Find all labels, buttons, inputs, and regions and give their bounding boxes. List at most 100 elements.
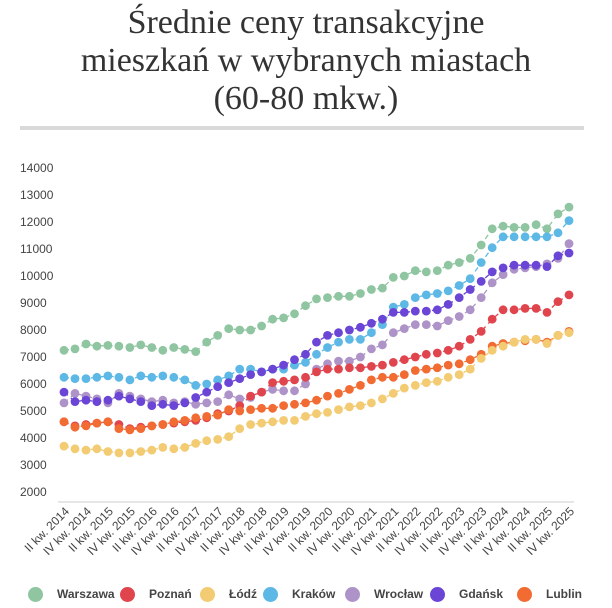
data-point-lodz[interactable] [213, 435, 223, 444]
data-point-lublin[interactable] [202, 412, 212, 421]
data-point-wroclaw[interactable] [213, 397, 223, 406]
data-point-poznan[interactable] [388, 358, 398, 367]
legend-item-lodz[interactable]: Łódź [200, 584, 257, 604]
data-point-lodz[interactable] [378, 394, 387, 404]
data-point-lodz[interactable] [268, 417, 277, 427]
data-point-krakow[interactable] [432, 289, 442, 298]
data-point-lublin[interactable] [465, 355, 475, 365]
data-point-krakow[interactable] [323, 343, 332, 352]
data-point-gdansk[interactable] [388, 308, 398, 317]
data-point-warszawa[interactable] [553, 209, 563, 219]
data-point-lodz[interactable] [487, 345, 497, 355]
data-point-krakow[interactable] [476, 258, 486, 267]
data-point-poznan[interactable] [465, 335, 475, 344]
data-point-lodz[interactable] [125, 448, 135, 458]
data-point-gdansk[interactable] [213, 382, 223, 392]
data-point-lodz[interactable] [323, 408, 332, 417]
data-point-warszawa[interactable] [520, 223, 530, 232]
data-point-warszawa[interactable] [334, 291, 343, 301]
data-point-krakow[interactable] [345, 335, 354, 344]
data-point-warszawa[interactable] [564, 202, 574, 212]
data-point-lublin[interactable] [334, 389, 343, 398]
data-point-warszawa[interactable] [356, 289, 365, 298]
data-point-krakow[interactable] [509, 232, 519, 242]
data-point-krakow[interactable] [235, 364, 245, 374]
data-point-lodz[interactable] [202, 436, 212, 446]
data-point-lublin[interactable] [246, 405, 256, 414]
data-point-lodz[interactable] [454, 370, 464, 379]
data-point-lublin[interactable] [356, 381, 365, 390]
data-point-poznan[interactable] [257, 387, 266, 397]
data-point-krakow[interactable] [454, 281, 464, 290]
data-point-lodz[interactable] [432, 376, 442, 386]
data-point-poznan[interactable] [443, 345, 453, 355]
data-point-krakow[interactable] [301, 358, 310, 367]
data-point-warszawa[interactable] [158, 345, 168, 355]
data-point-lublin[interactable] [147, 421, 157, 431]
data-point-lodz[interactable] [312, 409, 321, 419]
data-point-lodz[interactable] [345, 402, 354, 412]
data-point-gdansk[interactable] [92, 397, 102, 406]
data-point-lublin[interactable] [399, 370, 409, 379]
data-point-gdansk[interactable] [399, 308, 409, 317]
data-point-gdansk[interactable] [509, 260, 519, 270]
data-point-warszawa[interactable] [399, 271, 409, 281]
data-point-warszawa[interactable] [114, 341, 124, 351]
data-point-lublin[interactable] [421, 364, 431, 374]
data-point-lodz[interactable] [553, 331, 563, 340]
data-point-lodz[interactable] [564, 328, 574, 338]
data-point-poznan[interactable] [553, 297, 563, 306]
data-point-krakow[interactable] [191, 381, 201, 390]
data-point-krakow[interactable] [224, 371, 234, 381]
data-point-lublin[interactable] [301, 398, 310, 408]
data-point-lodz[interactable] [59, 441, 69, 451]
data-point-lublin[interactable] [257, 403, 266, 413]
data-point-warszawa[interactable] [432, 266, 442, 275]
data-point-lublin[interactable] [323, 391, 332, 401]
data-point-krakow[interactable] [202, 379, 212, 389]
data-point-gdansk[interactable] [454, 293, 464, 302]
data-point-lublin[interactable] [191, 413, 201, 423]
data-point-wroclaw[interactable] [224, 390, 234, 400]
data-point-lodz[interactable] [279, 416, 288, 425]
legend-item-lublin[interactable]: Lublin [517, 584, 582, 604]
data-point-lublin[interactable] [378, 372, 387, 382]
data-point-lodz[interactable] [114, 448, 124, 458]
data-point-lodz[interactable] [158, 443, 168, 452]
data-point-lublin[interactable] [279, 401, 288, 410]
data-point-krakow[interactable] [180, 375, 190, 385]
data-point-poznan[interactable] [476, 327, 486, 336]
data-point-gdansk[interactable] [487, 267, 497, 277]
data-point-poznan[interactable] [410, 352, 420, 362]
data-point-wroclaw[interactable] [367, 344, 376, 354]
data-point-gdansk[interactable] [378, 314, 387, 324]
data-point-warszawa[interactable] [323, 293, 332, 302]
data-point-krakow[interactable] [520, 232, 530, 242]
data-point-wroclaw[interactable] [378, 340, 387, 350]
data-point-wroclaw[interactable] [268, 385, 277, 394]
data-point-wroclaw[interactable] [235, 394, 245, 404]
data-point-warszawa[interactable] [465, 254, 475, 263]
data-point-lodz[interactable] [465, 364, 475, 374]
data-point-warszawa[interactable] [279, 313, 288, 323]
data-point-gdansk[interactable] [114, 391, 124, 401]
data-point-lodz[interactable] [92, 444, 102, 454]
data-point-lublin[interactable] [367, 375, 376, 385]
data-point-wroclaw[interactable] [443, 316, 453, 325]
data-point-warszawa[interactable] [290, 309, 299, 319]
data-point-krakow[interactable] [531, 232, 541, 242]
data-point-lodz[interactable] [520, 335, 530, 344]
data-point-krakow[interactable] [92, 372, 102, 382]
data-point-lublin[interactable] [388, 372, 398, 382]
data-point-lodz[interactable] [476, 354, 486, 363]
legend-item-poznan[interactable]: Poznań [120, 584, 192, 604]
data-point-lodz[interactable] [509, 337, 519, 347]
data-point-gdansk[interactable] [334, 328, 343, 338]
data-point-poznan[interactable] [432, 348, 442, 358]
data-point-warszawa[interactable] [268, 314, 277, 324]
data-point-krakow[interactable] [564, 216, 574, 226]
data-point-gdansk[interactable] [268, 364, 277, 374]
data-point-wroclaw[interactable] [202, 398, 212, 408]
data-point-gdansk[interactable] [125, 394, 135, 404]
data-point-wroclaw[interactable] [421, 320, 431, 329]
